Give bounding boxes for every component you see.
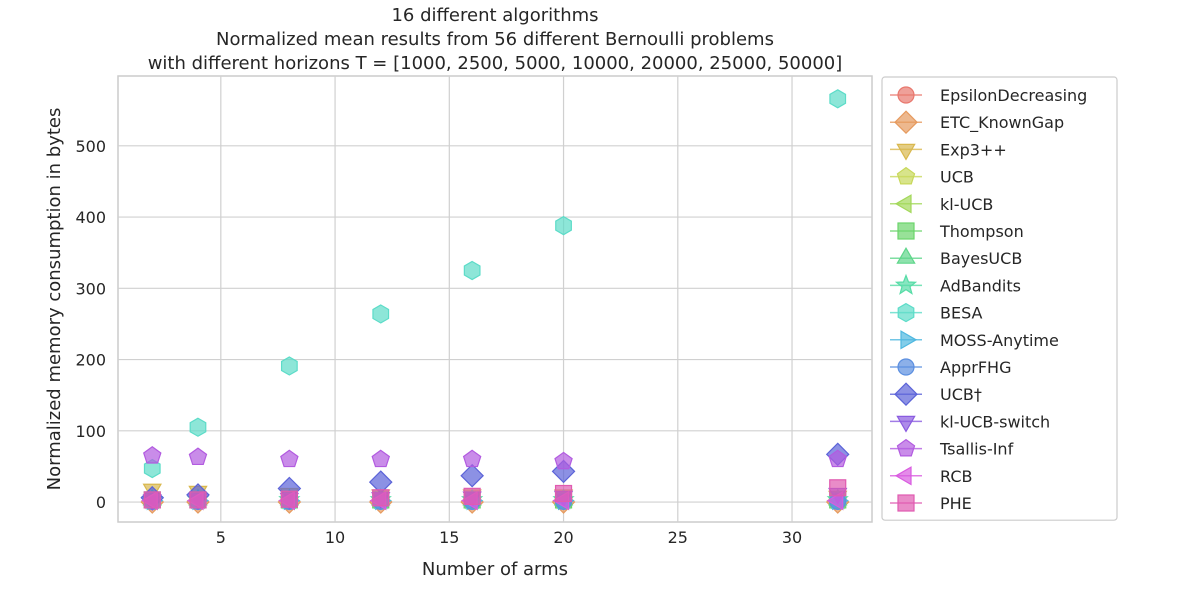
data-point [554,451,573,470]
legend-label: BayesUCB [940,249,1022,268]
x-tick-label: 10 [325,528,345,547]
y-tick-label: 500 [75,137,106,156]
data-point [828,449,847,468]
chart-title: 16 different algorithms Normalized mean r… [148,5,843,74]
y-axis-label: Normalized memory consumption in bytes [44,108,65,491]
legend-label: BESA [940,304,983,323]
legend: EpsilonDecreasing ETC_KnownGap Exp3++ UCB kl… [881,76,1118,521]
grid [118,76,872,522]
y-tick-label: 300 [75,279,106,298]
data-points [140,89,850,514]
data-point [460,463,484,488]
data-point [555,215,572,236]
data-point [463,260,481,281]
data-point [189,491,207,509]
legend-marker [894,273,918,295]
legend-marker [894,382,918,407]
data-point [829,89,847,109]
data-point [143,491,161,509]
chart-title-line: with different horizons T = [1000, 2500,… [148,53,843,74]
legend-label: PHE [940,494,972,513]
data-point [280,449,299,468]
legend-marker [896,166,916,185]
data-point [372,304,390,324]
x-tick-label: 5 [216,528,226,547]
y-tick-label: 200 [75,351,106,370]
legend-label: ApprFHG [940,358,1011,377]
series-points [143,89,847,479]
data-point [829,479,847,497]
legend-label: ETC_KnownGap [940,113,1064,133]
data-point [280,490,298,508]
x-tick-label: 30 [782,528,802,547]
data-point [280,356,298,376]
legend-marker [897,358,915,376]
legend-label: kl-UCB [940,195,993,214]
data-point [189,417,207,437]
legend-label: kl-UCB-switch [940,412,1050,431]
data-point [463,487,481,505]
legend-marker [894,194,912,214]
legend-label: Exp3++ [940,140,1007,159]
y-tick-label: 100 [75,422,106,441]
x-axis-label: Number of arms [422,559,568,580]
chart-title-line: Normalized mean results from 56 differen… [216,29,774,50]
y-tick-label: 400 [75,208,106,227]
y-axis-ticks: 0 100 200 300 400 500 [75,137,106,512]
x-tick-label: 25 [668,528,688,547]
legend-box [881,76,1118,521]
legend-marker [894,110,918,135]
x-tick-label: 15 [439,528,459,547]
series-points [143,445,847,470]
legend-label: Tsallis-Inf [939,440,1014,459]
legend-marker [896,438,916,457]
legend-label: EpsilonDecreasing [940,86,1087,105]
legend-marker [896,246,916,264]
legend-label: UCB† [940,385,982,404]
legend-label: AdBandits [940,276,1021,295]
legend-label: MOSS-Anytime [940,331,1059,350]
legend-marker [897,222,915,240]
legend-marker [900,330,918,350]
data-point [143,445,162,464]
legend-label: RCB [940,467,972,486]
legend-marker [894,466,912,486]
data-point [371,449,391,468]
data-point [143,458,161,479]
chart-title-line: 16 different algorithms [391,5,598,26]
legend-marker [897,302,915,323]
x-tick-label: 20 [553,528,573,547]
legend-label: UCB [940,168,974,187]
legend-marker [897,494,915,512]
plot-area [117,75,873,523]
x-axis-ticks: 5 10 15 20 25 30 [216,528,802,547]
data-point [554,484,573,503]
y-tick-label: 0 [96,493,106,512]
data-point [372,489,390,507]
data-point [462,449,482,468]
legend-marker [896,415,916,433]
data-point [188,447,208,466]
legend-marker [896,143,916,161]
legend-marker [897,86,915,104]
legend-label: Thompson [939,222,1024,241]
series-points [143,479,847,509]
